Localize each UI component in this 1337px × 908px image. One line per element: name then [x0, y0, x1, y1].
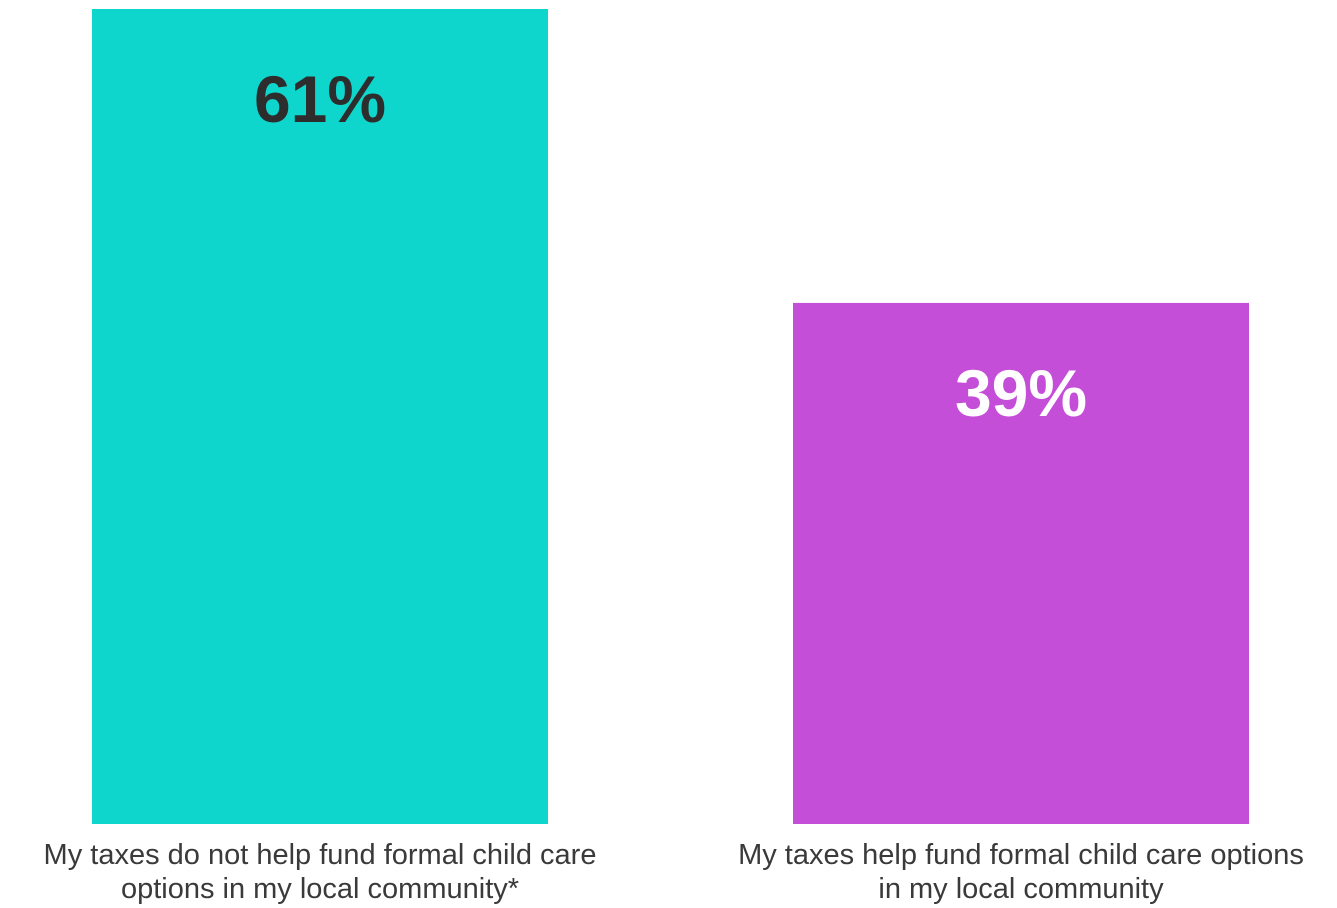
category-label-line: options in my local community*	[120, 873, 520, 905]
bar	[92, 9, 548, 824]
category-label-line: My taxes help fund formal child care opt…	[738, 839, 1304, 871]
bar-value-label: 39%	[955, 356, 1087, 430]
category-label: My taxes do not help fund formal child c…	[0, 838, 650, 906]
bar-value-label: 61%	[254, 62, 386, 136]
category-label-line: My taxes do not help fund formal child c…	[43, 839, 597, 871]
category-label-line: in my local community	[878, 873, 1164, 905]
category-label: My taxes help fund formal child care opt…	[691, 838, 1337, 906]
bar	[793, 302, 1249, 824]
